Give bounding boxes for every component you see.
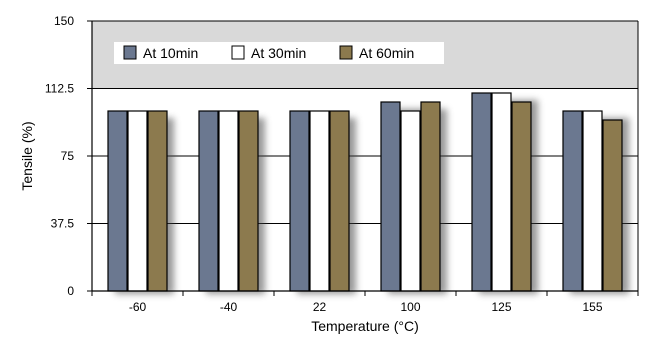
axes <box>87 20 639 296</box>
bars <box>107 92 623 292</box>
bar--60-2 <box>147 110 168 292</box>
legend-swatch <box>123 45 137 60</box>
bar-155-0 <box>562 110 583 292</box>
bar-125-1 <box>491 92 512 292</box>
y-tick-label: 0 <box>67 284 74 298</box>
bar--40-0 <box>198 110 219 292</box>
bar-22-0 <box>289 110 310 292</box>
x-tick-label: -40 <box>220 300 238 314</box>
y-tick-label: 37.5 <box>51 217 75 231</box>
x-tick-label: 22 <box>313 300 327 314</box>
legend-box <box>114 42 444 64</box>
legend-label: At 60min <box>359 45 414 61</box>
bar-100-2 <box>420 101 441 292</box>
y-axis-title: Tensile (%) <box>19 121 35 190</box>
bar-shadows <box>115 100 629 294</box>
legend-label: At 10min <box>143 45 198 61</box>
bar--40-1 <box>218 110 239 292</box>
legend-label: At 30min <box>251 45 306 61</box>
x-tick-label: 125 <box>491 300 511 314</box>
bar--60-1 <box>127 110 148 292</box>
y-tick-labels: 0 37.5 75 112.5 150 <box>45 14 74 298</box>
legend: At 10min At 30min At 60min <box>114 42 444 64</box>
bar--40-2 <box>238 110 259 292</box>
x-tick-label: 155 <box>582 300 602 314</box>
y-tick-label: 112.5 <box>45 82 74 96</box>
x-axis-title: Temperature (°C) <box>311 318 419 334</box>
legend-swatch <box>231 45 245 60</box>
bar-22-1 <box>309 110 330 292</box>
x-tick-labels: -60 -40 22 100 125 155 <box>129 300 603 314</box>
x-tick-label: 100 <box>400 300 420 314</box>
bar-155-2 <box>602 119 623 292</box>
gridlines <box>92 20 638 224</box>
bar--60-0 <box>107 110 128 292</box>
y-tick-label: 75 <box>61 149 75 163</box>
y-tick-label: 150 <box>54 14 74 28</box>
bar-155-1 <box>582 110 603 292</box>
bar-100-1 <box>400 110 421 292</box>
x-tick-label: -60 <box>129 300 147 314</box>
bar-125-0 <box>471 92 492 292</box>
bar-125-2 <box>511 101 532 292</box>
bar-100-0 <box>380 101 401 292</box>
legend-swatch <box>339 45 353 60</box>
bar-22-2 <box>329 110 350 292</box>
